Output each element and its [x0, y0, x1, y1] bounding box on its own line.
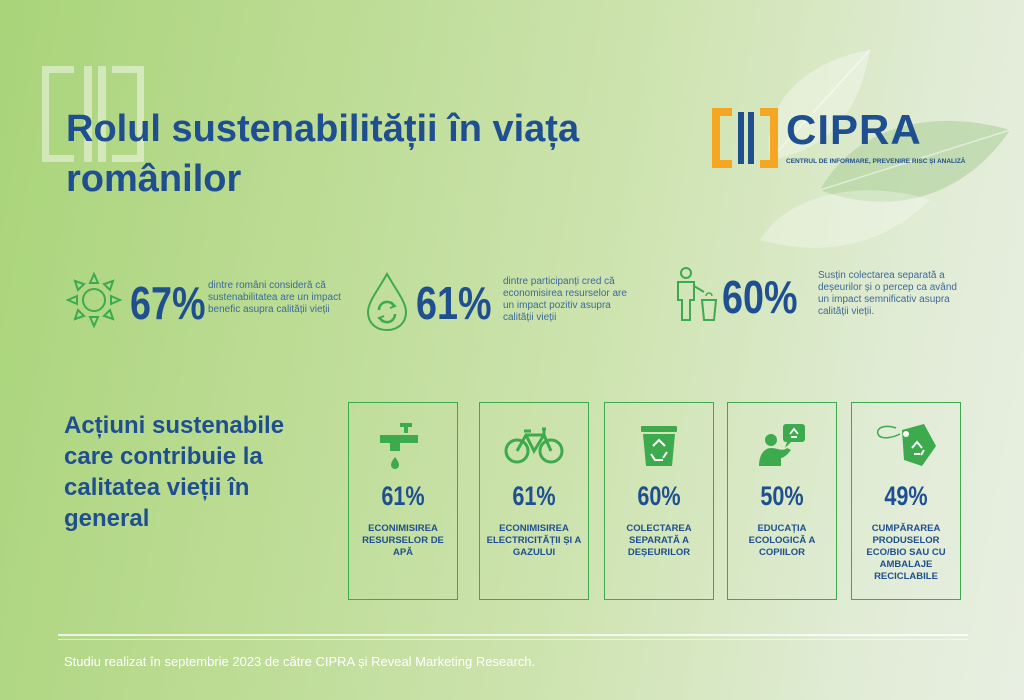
action-value-1: 61%: [381, 481, 425, 511]
education-recycle-icon: [759, 424, 805, 466]
footer-note: Studiu realizat în septembrie 2023 de că…: [64, 654, 536, 669]
cipra-logo: CIPRA CENTRUL DE INFORMARE, PREVENIRE RI…: [710, 104, 965, 174]
logo-subtitle: CENTRUL DE INFORMARE, PREVENIRE RISC ȘI …: [786, 158, 966, 165]
action-card-water: 61% ECONIMISIREA RESURSELOR DE APĂ: [348, 402, 458, 600]
water-tap-icon: [380, 423, 418, 469]
action-card-education: 50% EDUCAȚIA ECOLOGICĂ A COPIILOR: [727, 402, 837, 600]
stat-value-2: 61%: [416, 277, 492, 329]
person-recycling-bin-icon: [677, 267, 718, 321]
stat-text-2: dintre participanți cred că economisirea…: [503, 276, 627, 323]
leaves-decoration: [760, 49, 1011, 248]
stat-text-1: dintre români consideră că sustenabilita…: [208, 280, 341, 315]
action-value-2: 61%: [512, 481, 556, 511]
action-card-waste: 60% COLECTAREA SEPARATĂ A DEȘEURILOR: [604, 402, 714, 600]
stat-text-3: Susțin colectarea separată a deșeurilor …: [818, 270, 957, 317]
action-card-eco-products: 49% CUMPĂRAREA PRODUSELOR ECO/BIO SAU CU…: [851, 402, 961, 600]
bicycle-icon: [504, 427, 564, 464]
logo-name: CIPRA: [786, 106, 922, 153]
stat-value-1: 67%: [130, 277, 206, 329]
stat-value-3: 60%: [722, 271, 798, 323]
action-value-4: 50%: [760, 481, 804, 511]
sun-icon: [66, 272, 122, 328]
cipra-bracket-icon: [712, 108, 778, 168]
water-drop-recycle-icon: [366, 271, 408, 332]
action-card-energy: 61% ECONIMISIREA ELECTRICITĂȚII ȘI A GAZ…: [479, 402, 589, 600]
action-label-4: EDUCAȚIA ECOLOGICĂ A COPIILOR: [748, 523, 816, 558]
footer-divider-thin: [58, 639, 968, 640]
action-value-5: 49%: [884, 481, 928, 511]
action-label-3: COLECTAREA SEPARATĂ A DEȘEURILOR: [626, 523, 692, 558]
eco-tag-icon: [876, 424, 936, 466]
section-title: Acțiuni sustenabile care contribuie la c…: [64, 412, 285, 532]
action-label-2: ECONIMISIREA ELECTRICITĂȚII ȘI A GAZULUI: [486, 523, 582, 558]
footer-divider: [58, 634, 968, 636]
action-label-1: ECONIMISIREA RESURSELOR DE APĂ: [362, 523, 444, 558]
action-value-3: 60%: [637, 481, 681, 511]
page-title: Rolul sustenabilității în viața românilo…: [66, 108, 580, 200]
recycle-bin-icon: [641, 426, 677, 466]
action-label-5: CUMPĂRAREA PRODUSELOR ECO/BIO SAU CU AMB…: [866, 523, 946, 582]
